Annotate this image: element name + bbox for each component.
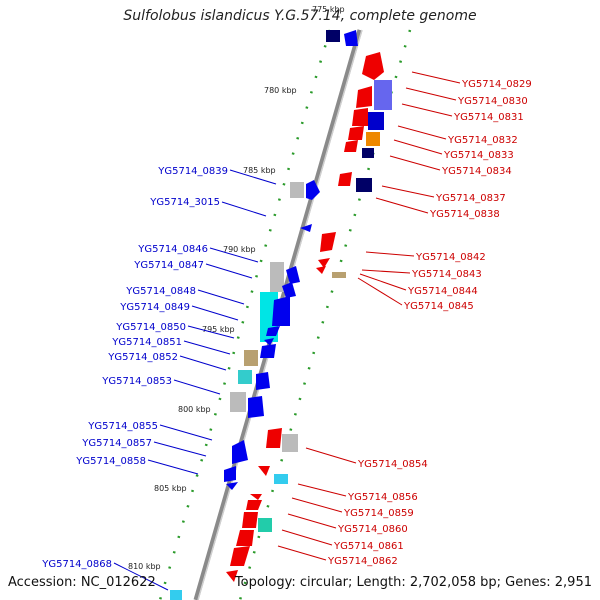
accession-text: Accession: NC_012622 (8, 575, 156, 590)
gene-label: YG5714_0860 (337, 524, 408, 535)
gene-label: YG5714_0857 (81, 438, 152, 449)
gene-label: YG5714_0829 (461, 79, 532, 90)
gene-arrow (226, 482, 238, 490)
left-connectors (113, 169, 277, 591)
gene-arrow (352, 108, 368, 126)
gene-arrow (300, 224, 312, 232)
gene-label: YG5714_0850 (115, 322, 186, 333)
forward-strand-genes (170, 30, 358, 600)
reverse-strand-genes (226, 52, 392, 582)
gene-arrow (344, 30, 358, 46)
gene-label: YG5714_0832 (447, 135, 518, 146)
gene-arrow (236, 530, 254, 546)
gene-label: YG5714_0844 (407, 286, 478, 297)
gene-block (238, 370, 252, 384)
gene-label: YG5714_0847 (133, 260, 204, 271)
gene-label: YG5714_0852 (107, 352, 178, 363)
gene-label: YG5714_0856 (347, 492, 418, 503)
gene-arrow (338, 172, 352, 186)
gene-arrow (266, 326, 280, 336)
gene-arrow (344, 140, 358, 152)
kbp-label: 790 kbp (223, 245, 256, 254)
kbp-ticks: 775 kbp 780 kbp 785 kbp 790 kbp 795 kbp … (128, 5, 345, 571)
gene-label: YG5714_0846 (137, 244, 208, 255)
gene-block (244, 350, 258, 366)
gene-label: YG5714_0845 (403, 301, 474, 312)
gene-arrow (256, 372, 270, 390)
gene-arrow (316, 266, 326, 274)
gene-block (282, 434, 298, 452)
gene-arrow (272, 296, 290, 326)
kbp-label: 775 kbp (312, 5, 345, 14)
gene-block (258, 518, 272, 532)
gene-label: YG5714_0853 (101, 376, 172, 387)
gene-block (170, 590, 182, 600)
gene-label: YG5714_0839 (157, 166, 228, 177)
gene-arrow (226, 570, 238, 582)
gene-arrow (320, 232, 336, 252)
right-gene-labels: YG5714_0829 YG5714_0830 YG5714_0831 YG57… (327, 79, 532, 567)
gene-label: YG5714_0848 (125, 286, 196, 297)
gene-label: YG5714_0838 (429, 209, 500, 220)
gene-arrow (232, 440, 248, 464)
gene-arrow (250, 494, 262, 500)
gene-label: YG5714_0868 (41, 559, 112, 570)
kbp-label: 780 kbp (264, 86, 297, 95)
gene-block (230, 392, 246, 412)
gene-label: YG5714_0843 (411, 269, 482, 280)
gene-arrow (318, 258, 330, 268)
gene-block (356, 178, 372, 192)
gene-label: YG5714_0842 (415, 252, 486, 263)
gene-arrow (260, 344, 276, 358)
kbp-label: 795 kbp (202, 325, 235, 334)
gene-block (274, 474, 288, 484)
gene-block (368, 112, 384, 130)
kbp-label: 805 kbp (154, 484, 187, 493)
gene-block (270, 262, 284, 292)
gene-block (362, 148, 374, 158)
kbp-label: 800 kbp (178, 405, 211, 414)
gene-label: YG5714_0830 (457, 96, 528, 107)
gene-arrow (224, 466, 236, 482)
gene-block (326, 30, 340, 42)
gene-arrow (246, 500, 262, 510)
gene-label: YG5714_0831 (453, 112, 524, 123)
gene-block (366, 132, 380, 146)
gene-label: YG5714_0861 (333, 541, 404, 552)
gene-arrow (264, 338, 274, 346)
right-connectors (277, 71, 461, 561)
gene-label: YG5714_0851 (111, 337, 182, 348)
gene-label: YG5714_0833 (443, 150, 514, 161)
kbp-label: 810 kbp (128, 562, 161, 571)
gene-arrow (362, 52, 384, 80)
gene-arrow (356, 86, 372, 108)
gene-label: YG5714_0862 (327, 556, 398, 567)
left-gene-labels: YG5714_0839 YG5714_3015 YG5714_0846 YG57… (41, 166, 228, 570)
map-title: Sulfolobus islandicus Y.G.57.14, complet… (123, 8, 477, 24)
gene-label: YG5714_0859 (343, 508, 414, 519)
gene-label: YG5714_0837 (435, 193, 506, 204)
gene-block (374, 80, 392, 110)
gene-arrow (242, 512, 258, 528)
kbp-label: 785 kbp (243, 166, 276, 175)
genome-summary: Topology: circular; Length: 2,702,058 bp… (234, 575, 592, 590)
gene-label: YG5714_0849 (119, 302, 190, 313)
gene-arrow (348, 126, 364, 140)
gene-label: YG5714_3015 (149, 197, 220, 208)
gene-arrow (286, 266, 300, 284)
gene-label: YG5714_0858 (75, 456, 146, 467)
gene-label: YG5714_0854 (357, 459, 428, 470)
gene-label: YG5714_0855 (87, 421, 158, 432)
gene-arrow (248, 396, 264, 418)
gene-arrow (306, 180, 320, 200)
gene-arrow (258, 466, 270, 476)
gene-block (290, 182, 304, 198)
gene-arrow (282, 282, 296, 298)
gene-block (332, 272, 346, 278)
gene-label: YG5714_0834 (441, 166, 512, 177)
gene-arrow (230, 546, 250, 566)
gene-arrow (266, 428, 282, 448)
